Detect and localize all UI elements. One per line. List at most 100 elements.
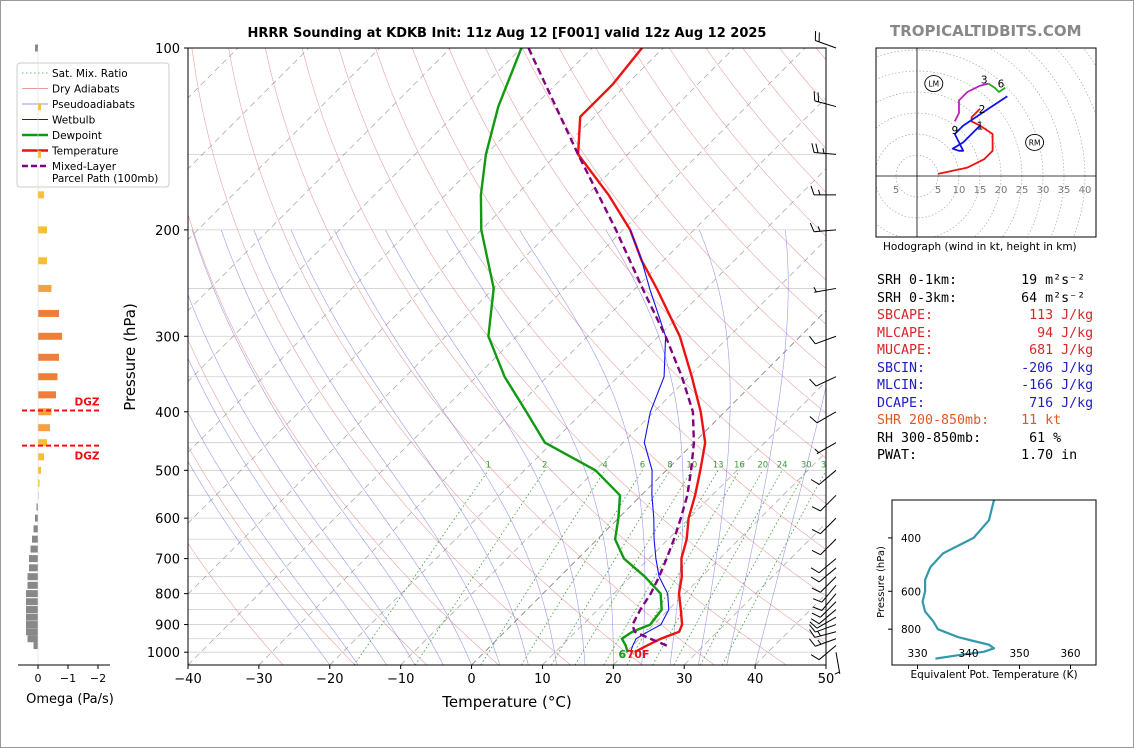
wind-barb-half-flag bbox=[817, 639, 822, 645]
series-dewpoint-line bbox=[479, 48, 663, 653]
mixing-ratio-line bbox=[550, 470, 671, 665]
legend-entry: Wetbulb bbox=[52, 115, 96, 127]
wind-barb bbox=[810, 609, 837, 625]
omega-bar bbox=[32, 535, 38, 543]
x-tick-label: −30 bbox=[245, 672, 272, 687]
surface-dewpoint-label: 6 bbox=[619, 648, 627, 661]
omega-bar bbox=[38, 408, 52, 416]
stat-unit: J/kg bbox=[1053, 360, 1094, 376]
wind-barb bbox=[810, 645, 837, 661]
pseudoadiabat-line bbox=[290, 229, 529, 665]
wind-barb-flag bbox=[809, 416, 818, 424]
wind-barb bbox=[811, 143, 837, 155]
thetae-x-tick-label: 330 bbox=[907, 648, 927, 660]
wind-barb bbox=[809, 624, 837, 633]
wind-barb-staff bbox=[815, 624, 837, 633]
mixing-ratio-label: 8 bbox=[667, 460, 672, 470]
x-tick-label: 10 bbox=[534, 672, 551, 687]
omega-bar bbox=[38, 150, 41, 158]
y-tick-label: 600 bbox=[155, 512, 180, 527]
wind-barb-flag bbox=[812, 606, 823, 611]
hodograph-ring-label: 5 bbox=[935, 185, 941, 196]
omega-bar bbox=[38, 284, 52, 292]
wind-barb bbox=[810, 469, 837, 485]
y-axis-label: Pressure (hPa) bbox=[121, 303, 139, 411]
omega-bar bbox=[38, 466, 41, 474]
hodograph-ring-label: 10 bbox=[953, 185, 966, 196]
isotherm-gridline bbox=[471, 310, 826, 665]
stat-label: RH 300-850mb: bbox=[877, 430, 998, 446]
stat-label: MLCAPE: bbox=[877, 325, 998, 341]
wind-barb bbox=[809, 376, 837, 387]
wind-barb-half-flag bbox=[822, 148, 825, 154]
stat-label: SBCIN: bbox=[877, 360, 998, 376]
omega-bar bbox=[33, 525, 38, 533]
pseudoadiabat-line bbox=[519, 229, 646, 665]
wind-barb bbox=[809, 616, 837, 629]
wind-barb-flag bbox=[810, 654, 820, 661]
stat-unit: kt bbox=[1037, 413, 1062, 428]
isotherm-gridline bbox=[329, 168, 826, 665]
omega-bar bbox=[26, 613, 38, 621]
legend-entry: Pseudoadiabats bbox=[52, 99, 135, 111]
legend-entry: Temperature bbox=[51, 146, 119, 158]
series-mixed-layer-line bbox=[527, 48, 696, 647]
stat-value: 1.70 bbox=[997, 448, 1054, 463]
isotherm-gridline bbox=[258, 97, 826, 665]
wind-barb-flag bbox=[809, 629, 816, 638]
stat-label: MUCAPE: bbox=[877, 343, 998, 358]
omega-bar bbox=[30, 545, 38, 553]
wind-barb-staff bbox=[816, 411, 837, 424]
wind-barb bbox=[811, 538, 837, 556]
dry-adiabat-line bbox=[188, 339, 428, 665]
omega-tick-label: −2 bbox=[90, 672, 106, 685]
wind-barb-flag bbox=[809, 336, 816, 345]
stat-row: SBCAPE: 113 J/kg bbox=[877, 307, 1093, 325]
hodograph-frame bbox=[875, 47, 1097, 238]
mixing-ratio-line bbox=[353, 470, 489, 665]
stat-unit: J/kg bbox=[1053, 395, 1094, 411]
wind-barb bbox=[814, 30, 837, 49]
hodograph-height-label: 9 bbox=[951, 125, 958, 137]
legend-entry: Dry Adiabats bbox=[52, 84, 120, 96]
stat-unit: J/kg bbox=[1053, 378, 1094, 393]
omega-bar bbox=[38, 103, 41, 111]
thetae-y-tick-label: 800 bbox=[901, 624, 921, 636]
omega-tick-label: 0 bbox=[35, 672, 42, 685]
omega-bar bbox=[26, 590, 38, 598]
stat-value: 716 bbox=[997, 395, 1054, 411]
dry-adiabat-line bbox=[522, 48, 826, 414]
dry-adiabat-line bbox=[228, 48, 643, 665]
x-tick-label: −10 bbox=[387, 672, 414, 687]
mixing-ratio-label: 6 bbox=[640, 460, 645, 470]
wind-barb-flag bbox=[811, 143, 815, 153]
y-tick-label: 1000 bbox=[147, 646, 180, 661]
stat-unit: J/kg bbox=[1053, 308, 1094, 323]
mixing-ratio-line bbox=[626, 470, 740, 665]
surface-temp-label: 70F bbox=[627, 648, 650, 661]
wind-barb bbox=[809, 629, 837, 638]
omega-bar bbox=[33, 642, 38, 650]
hodograph-ring-label: 5 bbox=[893, 185, 899, 196]
skewt-axes-frame bbox=[187, 47, 827, 666]
omega-bar bbox=[27, 581, 38, 589]
wind-barb-half-flag bbox=[817, 631, 821, 637]
thetae-line bbox=[921, 500, 996, 660]
wind-barb bbox=[810, 558, 837, 574]
wind-barb-flag bbox=[810, 567, 820, 574]
mixing-ratio-line bbox=[480, 470, 606, 665]
isotherm-gridline bbox=[613, 451, 826, 665]
dry-adiabat-line bbox=[411, 48, 826, 550]
omega-bar bbox=[27, 573, 38, 581]
omega-bar bbox=[38, 191, 44, 199]
stat-row: DCAPE: 716 J/kg bbox=[877, 395, 1093, 413]
wind-barb-staff bbox=[816, 442, 837, 455]
legend-entry-line: Pseudoadiabats bbox=[52, 99, 135, 111]
stat-label: DCAPE: bbox=[877, 395, 998, 411]
pseudoadiabat-line bbox=[220, 229, 472, 665]
omega-bar bbox=[38, 439, 47, 447]
omega-bar bbox=[38, 373, 58, 381]
omega-bar bbox=[38, 226, 47, 234]
stat-label: PWAT: bbox=[877, 448, 998, 463]
legend-entry: Mixed-Layer Parcel Path (100mb) bbox=[52, 161, 158, 185]
